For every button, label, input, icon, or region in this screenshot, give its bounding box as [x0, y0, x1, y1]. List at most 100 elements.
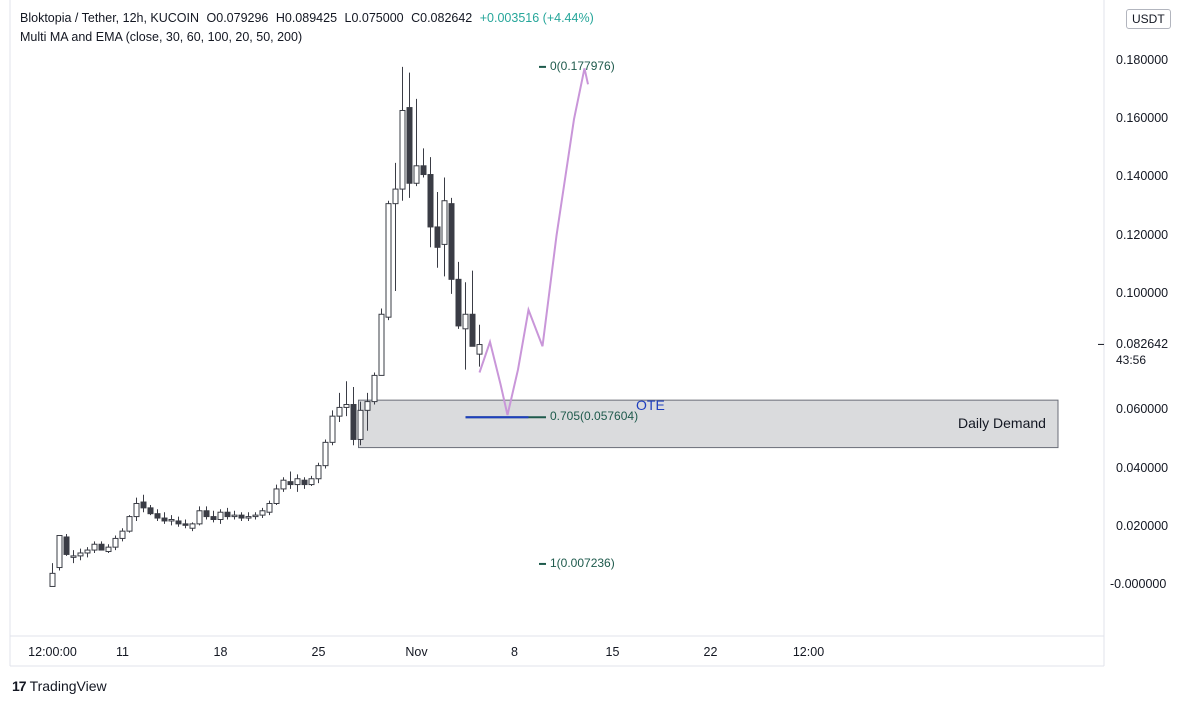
candle-up	[105, 546, 112, 553]
demand-zone-label: Daily Demand	[958, 414, 1046, 431]
time-tick-label: 15	[605, 645, 620, 659]
candle-down	[434, 226, 441, 248]
candle-up	[196, 510, 203, 525]
projection-arrowhead	[583, 68, 589, 85]
last-price-label: 0.082642	[1116, 337, 1169, 351]
price-tick-label: 0.180000	[1116, 53, 1169, 67]
candle-up	[245, 516, 252, 519]
candle-up	[476, 344, 483, 355]
price-tick-label: 0.060000	[1116, 402, 1169, 417]
candle-up	[77, 552, 84, 557]
ohlc-open: O0.079296	[206, 11, 269, 25]
candle-down	[350, 404, 357, 440]
candle-down	[147, 507, 154, 515]
indicator-legend[interactable]: Multi MA and EMA (close, 30, 60, 100, 20…	[20, 30, 303, 44]
candle-up	[189, 523, 196, 529]
candle-down	[469, 313, 476, 347]
candle-down	[203, 510, 210, 518]
time-tick-label: 12:00	[792, 645, 825, 659]
candle-up	[357, 409, 364, 440]
candle-up	[252, 514, 259, 518]
candle-up	[399, 109, 406, 190]
candle-up	[385, 203, 392, 318]
candle-up	[259, 510, 266, 516]
candle-up	[217, 511, 224, 521]
candle-up	[133, 502, 140, 518]
fib-label-1: 1(0.007236)	[550, 555, 615, 570]
candle-down	[406, 107, 413, 184]
tradingview-logo-icon: 17	[12, 678, 27, 694]
time-tick-label: 18	[213, 645, 228, 659]
candle-down	[287, 481, 294, 486]
candle-up	[266, 502, 273, 513]
ohlc-high: H0.089425	[275, 11, 338, 25]
candle-up	[231, 514, 238, 518]
candle-up	[84, 549, 91, 554]
price-tick-label: -0.000000	[1110, 577, 1167, 591]
candle-up	[364, 401, 371, 411]
candle-up	[119, 530, 126, 539]
ohlc-close: C0.082642	[411, 11, 473, 25]
candle-up	[126, 516, 133, 532]
candle-down	[448, 203, 455, 280]
candle-down	[427, 174, 434, 228]
candle-up	[343, 404, 350, 408]
candle-up	[70, 555, 77, 558]
candle-up	[378, 313, 385, 376]
ohlc-low: L0.075000	[344, 11, 404, 25]
price-tick-label: 0.040000	[1116, 460, 1169, 475]
time-tick-label: 25	[311, 645, 326, 659]
currency-badge[interactable]: USDT	[1126, 9, 1171, 29]
candle-down	[210, 516, 217, 520]
candle-down	[154, 513, 161, 519]
candle-down	[98, 543, 105, 551]
candle-down	[161, 517, 168, 522]
time-tick-label: 8	[511, 645, 518, 659]
candle-up	[294, 478, 301, 486]
time-tick-label: 11	[116, 645, 129, 659]
time-tick-label: 22	[703, 645, 718, 659]
candle-up	[56, 535, 63, 569]
tradingview-logo[interactable]: 17 TradingView	[12, 678, 107, 694]
candle-up	[91, 543, 98, 551]
candle-up	[413, 165, 420, 184]
candle-up	[329, 415, 336, 443]
candle-up	[112, 537, 119, 548]
demand-zone	[358, 399, 1059, 449]
candle-up	[336, 406, 343, 417]
price-change: +0.003516 (+4.44%)	[479, 11, 594, 25]
candle-up	[392, 188, 399, 205]
candle-down	[175, 520, 182, 525]
symbol-legend: Bloktopia / Tether, 12h, KUCOIN O0.07929…	[20, 11, 598, 25]
time-tick-label: Nov	[405, 645, 428, 659]
price-tick-label: 0.120000	[1116, 227, 1169, 242]
fib-label-0-705: 0.705(0.057604)	[550, 409, 639, 424]
price-tick-label: 0.020000	[1116, 518, 1169, 533]
candle-up	[441, 200, 448, 245]
candle-down	[140, 501, 147, 509]
candle-up	[315, 465, 322, 480]
fib-label-0: 0(0.177976)	[550, 58, 615, 73]
candle-up	[280, 479, 287, 490]
price-tick-label: 0.140000	[1116, 169, 1169, 184]
candle-up	[49, 572, 56, 587]
candle-up	[371, 374, 378, 403]
time-tick-label: 12:00:00	[28, 645, 77, 659]
candle-down	[420, 165, 427, 176]
candle-down	[224, 511, 231, 518]
candle-down	[455, 278, 462, 327]
candle-up	[168, 519, 175, 522]
bar-countdown: 43:56	[1116, 353, 1147, 367]
candle-up	[462, 313, 469, 330]
brand-name: TradingView	[29, 678, 107, 694]
price-tick-label: 0.100000	[1116, 285, 1169, 300]
price-tick-label: 0.160000	[1116, 111, 1169, 126]
candle-up	[273, 488, 280, 504]
candle-up	[322, 441, 329, 467]
candle-down	[182, 523, 189, 526]
symbol-name[interactable]: Bloktopia / Tether, 12h, KUCOIN	[20, 11, 200, 25]
projection-path	[478, 68, 586, 416]
candle-down	[301, 479, 308, 486]
